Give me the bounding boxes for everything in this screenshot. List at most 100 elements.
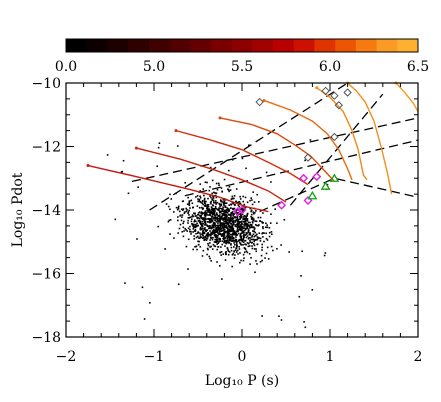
x-tick-label: −1 — [144, 349, 165, 365]
scatter-point — [177, 232, 179, 234]
scatter-point — [220, 254, 222, 256]
scatter-point — [198, 211, 201, 213]
scatter-point — [258, 237, 261, 239]
scatter-point — [217, 209, 219, 211]
scatter-point — [192, 215, 195, 218]
scatter-point — [218, 240, 220, 243]
scatter-point — [198, 237, 200, 239]
scatter-point — [225, 230, 228, 233]
scatter-point — [244, 225, 246, 227]
scatter-point — [240, 223, 242, 226]
scatter-point — [243, 203, 246, 206]
scatter-point — [212, 218, 214, 220]
scatter-point — [256, 224, 258, 227]
scatter-point — [208, 218, 210, 220]
scatter-point — [241, 226, 244, 228]
scatter-point — [226, 228, 229, 230]
scatter-point — [187, 211, 190, 213]
scatter-point — [177, 207, 180, 210]
open-diamond-marker — [334, 101, 344, 110]
scatter-point — [221, 278, 223, 280]
scatter-point — [206, 181, 208, 184]
scatter-point — [228, 219, 231, 222]
scatter-point — [225, 239, 228, 242]
track-start-point — [174, 129, 178, 133]
scatter-point — [241, 240, 244, 243]
scatter-point — [240, 232, 242, 235]
track-start-point — [262, 98, 266, 102]
scatter-point — [224, 215, 227, 217]
scatter-point — [231, 232, 234, 235]
colorbar-segment — [355, 39, 378, 52]
scatter-point — [206, 207, 208, 210]
scatter-point — [213, 222, 216, 225]
scatter-point — [215, 226, 218, 229]
scatter-point — [301, 250, 303, 253]
scatter-point — [209, 221, 211, 224]
scatter-point — [260, 254, 263, 257]
scatter-point — [265, 232, 268, 235]
scatter-point — [222, 201, 225, 204]
scatter-point — [214, 207, 217, 210]
scatter-point — [223, 232, 225, 234]
scatter-point — [196, 222, 198, 225]
scatter-point — [224, 222, 226, 225]
scatter-point — [206, 224, 208, 227]
scatter-point — [210, 212, 212, 214]
scatter-point — [192, 206, 194, 209]
scatter-point — [214, 209, 216, 212]
scatter-point — [262, 221, 264, 224]
scatter-point — [216, 248, 219, 251]
scatter-point — [246, 242, 249, 244]
scatter-point — [208, 225, 210, 228]
scatter-point — [256, 238, 259, 241]
scatter-point — [190, 220, 193, 223]
scatter-point — [247, 242, 250, 245]
evolution-track — [347, 82, 393, 195]
scatter-point — [204, 205, 207, 207]
scatter-point — [185, 229, 187, 231]
scatter-point — [194, 229, 197, 231]
scatter-point — [280, 319, 283, 321]
scatter-point — [179, 223, 182, 226]
scatter-point — [211, 248, 214, 250]
scatter-point — [212, 199, 215, 202]
scatter-point — [197, 200, 199, 203]
scatter-point — [250, 223, 253, 226]
scatter-point — [225, 235, 228, 238]
scatter-point — [187, 238, 190, 241]
scatter-point — [205, 212, 207, 215]
scatter-point — [218, 231, 221, 233]
scatter-point — [203, 197, 206, 200]
scatter-point — [220, 203, 222, 206]
scatter-point — [204, 217, 206, 220]
scatter-point — [280, 244, 282, 246]
scatter-point — [199, 237, 202, 239]
scatter-point — [304, 326, 307, 329]
scatter-point — [238, 201, 241, 203]
scatter-point — [300, 275, 302, 277]
scatter-point — [205, 205, 208, 207]
scatter-point — [249, 236, 251, 239]
scatter-point — [236, 244, 238, 247]
scatter-point — [241, 228, 243, 230]
scatter-point — [208, 219, 211, 222]
scatter-point — [254, 238, 257, 241]
scatter-point — [231, 195, 234, 198]
scatter-point — [264, 226, 267, 229]
scatter-point — [246, 215, 248, 217]
scatter-point — [221, 201, 224, 203]
scatter-point — [254, 234, 257, 237]
scatter-point — [211, 219, 214, 222]
scatter-point — [207, 210, 209, 213]
colorbar-tick-label: 5.5 — [231, 59, 253, 75]
scatter-point — [228, 251, 231, 253]
scatter-point — [232, 197, 235, 200]
scatter-point — [236, 219, 238, 222]
scatter-point — [199, 190, 202, 192]
scatter-point — [205, 237, 208, 239]
colorbar-tick-label: 5.0 — [143, 59, 165, 75]
scatter-point — [192, 231, 194, 233]
scatter-point — [262, 212, 264, 214]
scatter-point — [209, 239, 211, 241]
